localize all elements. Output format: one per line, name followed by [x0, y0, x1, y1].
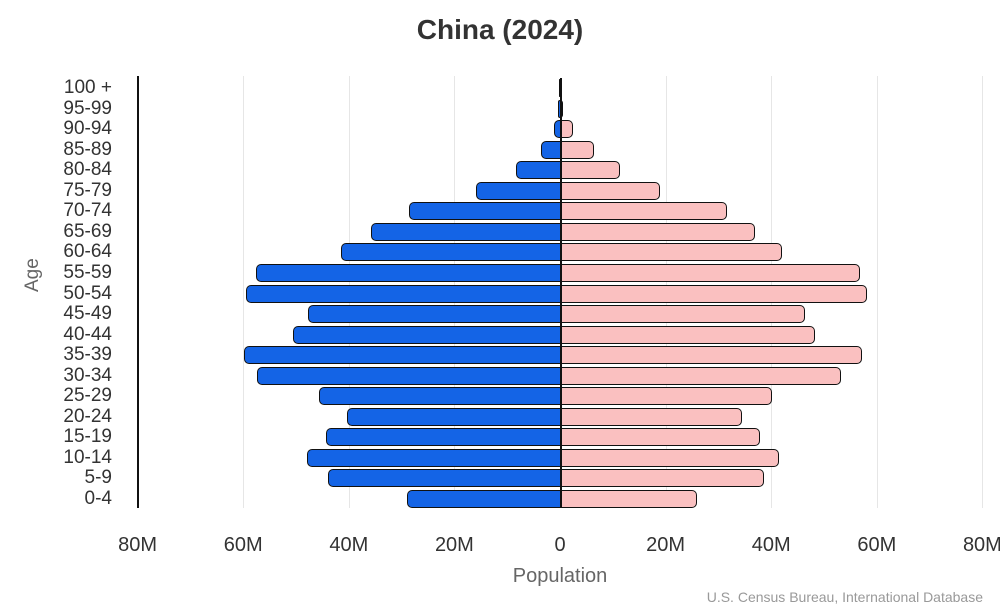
x-axis-label: Population — [512, 565, 608, 587]
male-bar — [327, 469, 560, 488]
age-group-label: 25-29 — [63, 385, 112, 407]
age-group-label: 35-39 — [63, 344, 112, 366]
male-bar — [319, 387, 560, 406]
age-group-label: 60-64 — [63, 241, 112, 263]
age-group-label: 95-99 — [63, 97, 112, 119]
male-bar — [554, 120, 560, 139]
age-group-label: 55-59 — [63, 261, 112, 283]
female-bar — [560, 202, 727, 221]
female-bar — [560, 284, 867, 303]
male-bar — [408, 202, 560, 221]
age-group-label: 5-9 — [84, 467, 112, 489]
age-group-label: 85-89 — [63, 138, 112, 160]
x-tick-label: 60M — [857, 534, 897, 556]
male-bar — [306, 448, 560, 467]
age-group-label: 20-24 — [63, 405, 112, 427]
age-group-label: 40-44 — [63, 323, 112, 345]
male-bar — [255, 263, 560, 282]
female-bar — [560, 161, 621, 180]
age-group-label: 70-74 — [63, 200, 112, 222]
female-bar — [560, 305, 805, 324]
male-bar — [256, 366, 560, 385]
gridline — [982, 76, 984, 508]
female-bar — [560, 243, 782, 262]
age-group-label: 100 + — [63, 77, 112, 98]
female-bar — [560, 140, 594, 159]
y-axis-label: Age — [22, 258, 43, 292]
male-bar — [308, 305, 560, 324]
x-tick-label: 60M — [223, 534, 263, 556]
female-bar — [560, 490, 698, 508]
female-bar — [560, 181, 660, 200]
age-group-label: 15-19 — [63, 426, 112, 448]
female-bar — [560, 120, 574, 139]
x-tick-label: 20M — [646, 534, 686, 556]
age-group-label: 50-54 — [63, 282, 112, 304]
male-bar — [347, 407, 560, 426]
female-bar — [560, 387, 773, 406]
male-bar — [245, 284, 560, 303]
source-credit: U.S. Census Bureau, International Databa… — [706, 589, 983, 605]
male-bar — [540, 140, 560, 159]
male-bar — [244, 346, 560, 365]
age-group-label: 45-49 — [63, 303, 112, 325]
x-tick-label: 40M — [329, 534, 369, 556]
female-bar — [560, 366, 841, 385]
male-bar — [516, 161, 560, 180]
male-bar — [370, 222, 560, 241]
age-group-label: 30-34 — [63, 364, 112, 386]
age-group-label: 65-69 — [63, 220, 112, 242]
female-bar — [560, 407, 743, 426]
x-tick-label: 40M — [751, 534, 791, 556]
gridline — [876, 76, 878, 508]
female-bar — [560, 469, 764, 488]
female-bar — [560, 222, 755, 241]
x-tick-label: 20M — [434, 534, 474, 556]
x-tick-label: 0 — [554, 534, 566, 556]
female-bar — [560, 325, 816, 344]
chart-title: China (2024) — [416, 14, 584, 45]
female-bar — [560, 346, 863, 365]
female-bar — [560, 263, 860, 282]
gridline — [243, 76, 245, 508]
female-bar — [560, 448, 780, 467]
age-group-label: 10-14 — [63, 446, 112, 468]
female-bar — [560, 428, 761, 447]
y-axis-line — [137, 76, 139, 508]
age-group-label: 80-84 — [63, 159, 112, 181]
center-axis-line — [560, 78, 562, 508]
male-bar — [326, 428, 560, 447]
age-group-label: 90-94 — [63, 118, 112, 140]
age-group-label: 75-79 — [63, 179, 112, 201]
x-tick-label: 80M — [118, 534, 158, 556]
x-tick-label: 80M — [962, 534, 1000, 556]
male-bar — [340, 243, 560, 262]
male-bar — [292, 325, 560, 344]
age-group-label: 0-4 — [84, 488, 112, 509]
male-bar — [476, 181, 560, 200]
male-bar — [406, 490, 560, 508]
